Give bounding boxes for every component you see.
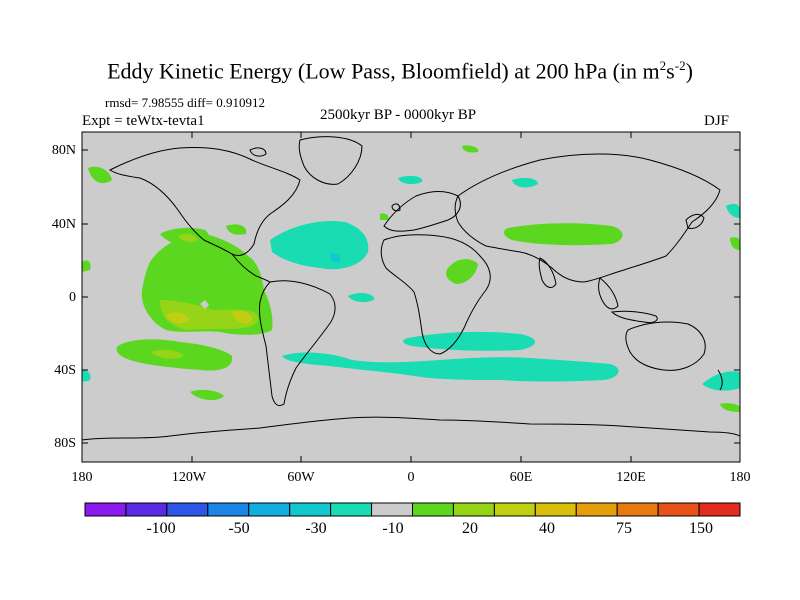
season-label: DJF [704,113,730,129]
greenland-coast [298,136,363,185]
x-tick-180w: 180 [71,470,93,485]
colorbar-label-neg100: -100 [146,520,176,537]
colorbar-label-neg10: -10 [382,520,404,537]
colorbar-label-40: 40 [539,520,555,537]
siberia-green [462,145,479,153]
colorbar [84,502,741,517]
east-se-green [720,403,740,412]
east-atlantic-teal [348,293,375,303]
colorbar-box-0 [84,502,127,517]
south-america-coast [259,280,336,407]
colorbar-label-neg50: -50 [228,520,250,537]
colorbar-box-9 [452,502,495,517]
east-se-teal [702,371,740,391]
south-pacific-lime [150,349,184,359]
colorbar-box-3 [207,502,250,517]
colorbar-box-7 [371,502,413,517]
southeast-asia-coast [598,277,619,310]
colorbar-box-13 [616,502,659,517]
x-tick-60e: 60E [509,470,533,485]
x-tick-0: 0 [407,470,415,485]
stats-label: rmsd= 7.98555 diff= 0.910912 [105,95,265,110]
east-edge-green [730,237,740,250]
coastlines [81,136,741,441]
southern-ocean-teal-2 [403,331,535,351]
british-isles-coast [391,203,401,212]
dateline-green [226,224,247,235]
colorbar-box-15 [698,502,741,517]
colorbar-label-20: 20 [462,520,478,537]
plot-title: Eddy Kinetic Energy (Low Pass, Bloomfiel… [107,58,693,84]
y-tick-40n: 40N [51,217,76,232]
asia-jet-green [503,223,623,246]
colorbar-box-1 [125,502,168,517]
central-america-coast [231,253,271,283]
y-tick-40s: 40S [54,363,76,378]
indonesia-coast [610,310,658,323]
colorbar-box-6 [330,502,373,517]
colorbar-box-4 [248,502,291,517]
ireland-green [380,213,389,220]
colorbar-box-5 [289,502,332,517]
north-america-coast [109,147,301,257]
west-green [82,260,91,272]
southern-ocean-teal [282,352,619,382]
colorbar-box-2 [166,502,209,517]
x-tick-60w: 60W [287,470,315,485]
atlantic-teal [270,220,369,270]
pacific-yellow-2 [232,310,253,324]
x-tick-120w: 120W [171,470,207,485]
arctic-islands-coast [249,147,267,157]
colorbar-box-8 [412,502,454,517]
alaska-green [88,166,112,184]
africa-green [446,259,478,284]
colorbar-box-12 [575,502,618,517]
africa-coast [380,234,491,355]
scandinavia-teal [512,177,538,188]
colorbar-label-neg30: -30 [305,520,327,537]
y-tick-80s: 80S [54,436,76,451]
india-coast [538,257,557,288]
map-frame [81,131,741,463]
australia-coast [625,321,706,371]
west-edge-teal [82,370,91,382]
asia-coast [454,153,721,283]
colorbar-box-10 [493,502,536,517]
south-pacific-green-2 [190,389,224,401]
colorbar-label-75: 75 [616,520,632,537]
europe-coast [383,191,461,232]
antarctica-coast [81,416,741,441]
east-edge-teal [726,203,740,218]
greenland-teal [398,175,423,185]
japan-coast [685,213,705,229]
x-tick-180e: 180 [729,470,751,485]
y-tick-80n: 80N [51,143,76,158]
x-tick-120e: 120E [616,470,646,485]
atlantic-cyan [330,253,341,263]
period-label: 2500kyr BP - 0000kyr BP [320,107,477,123]
pacific-lime-1 [178,233,198,243]
colorbar-box-14 [657,502,700,517]
pacific-yellow-1 [166,312,190,324]
colorbar-box-11 [534,502,577,517]
colorbar-label-150: 150 [689,520,713,537]
anomaly-fields [82,145,740,412]
new-zealand-coast [717,369,723,391]
pacific-hole [200,300,209,309]
y-tick-0: 0 [69,290,76,305]
experiment-label: Expt = teWtx-tevta1 [82,113,205,129]
